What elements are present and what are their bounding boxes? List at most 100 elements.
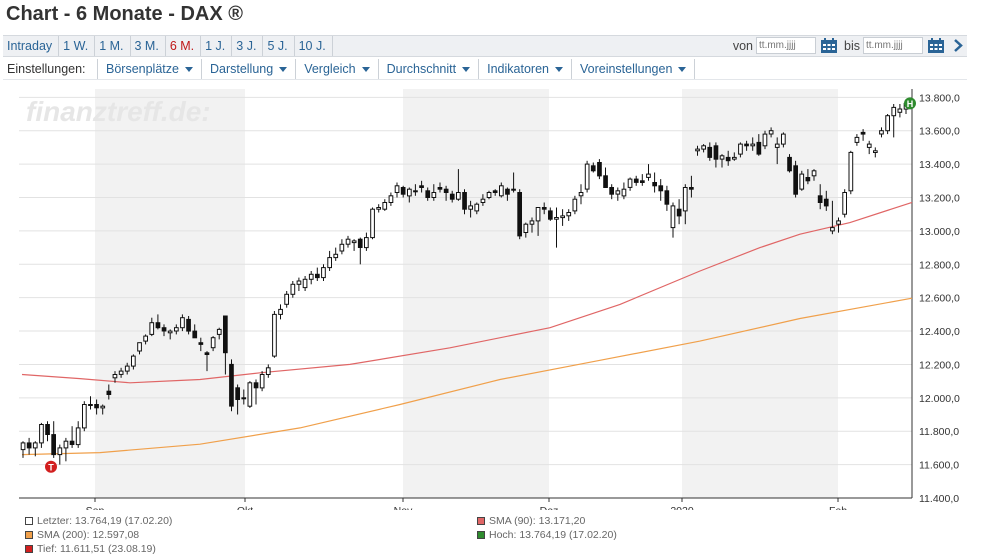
- candle-up: [265, 367, 271, 375]
- candle-up: [535, 207, 541, 222]
- candle-up: [799, 173, 805, 190]
- dropdown-darstellung[interactable]: Darstellung: [202, 58, 297, 79]
- candle-up: [830, 227, 835, 232]
- candle-down: [186, 318, 191, 332]
- tab-range[interactable]: Intraday: [3, 36, 60, 56]
- candle-up: [296, 280, 302, 285]
- candle-down: [658, 185, 664, 192]
- candle-down: [161, 327, 167, 332]
- candle-up: [566, 212, 572, 217]
- candle-up: [774, 143, 780, 148]
- candle-up: [879, 130, 884, 135]
- caret-down-icon: [554, 66, 563, 72]
- y-tick-label: 13.200,0: [919, 193, 960, 205]
- tab-range[interactable]: 10 J.: [295, 36, 333, 56]
- candle-up: [308, 273, 314, 280]
- calendar-icon[interactable]: [820, 37, 838, 54]
- caret-down-icon: [279, 66, 288, 72]
- tab-range[interactable]: 5 J.: [263, 36, 295, 56]
- chevron-right-icon[interactable]: [951, 37, 965, 54]
- y-tick-label: 13.000,0: [919, 226, 960, 238]
- candle-up: [345, 238, 351, 245]
- candle-up: [621, 188, 627, 197]
- low-marker: [45, 460, 57, 473]
- x-tick-label: Feb: [829, 505, 847, 510]
- candle-up: [750, 143, 756, 147]
- candle-up: [695, 148, 700, 152]
- x-tick-label: Okt: [237, 505, 253, 510]
- candle-down: [106, 390, 112, 396]
- candle-down: [198, 342, 204, 345]
- candle-down: [155, 322, 161, 329]
- candle-up: [100, 405, 106, 409]
- candle-down: [462, 192, 467, 210]
- candle-down: [449, 193, 455, 200]
- candle-up: [284, 293, 289, 305]
- candle-down: [793, 165, 798, 195]
- candle-up: [272, 313, 277, 357]
- to-date-input[interactable]: [863, 37, 923, 54]
- calendar-icon[interactable]: [927, 37, 945, 54]
- candle-down: [192, 330, 198, 339]
- candle-up: [143, 335, 149, 342]
- settings-bar: Einstellungen: Börsenplätze Darstellung …: [3, 58, 967, 80]
- candle-up: [247, 382, 253, 407]
- candle-up: [701, 145, 706, 150]
- price-chart[interactable]: 11.400,0 11.600,0 11.800,0 12.000,0 12.200,0…: [0, 84, 982, 510]
- candle-down: [505, 188, 510, 195]
- candle-down: [517, 192, 522, 237]
- range-tabs: Intraday 1 W. 1 M. 3 M. 6 M. 1 J. 3 J. 5 J. 10 J…: [3, 36, 333, 56]
- candle-down: [26, 442, 32, 449]
- tab-range[interactable]: 1 W.: [59, 36, 96, 56]
- month-band: [95, 89, 245, 498]
- dropdown-boersenplaetze[interactable]: Börsenplätze: [98, 58, 202, 79]
- from-date-input[interactable]: [756, 37, 817, 54]
- dropdown-durchschnitt[interactable]: Durchschnitt: [379, 58, 480, 79]
- candle-down: [676, 208, 682, 217]
- candle-up: [836, 220, 841, 225]
- dropdown-vergleich[interactable]: Vergleich: [296, 58, 379, 79]
- legend-sma90: SMA (90): 13.171,20: [477, 515, 585, 527]
- candle-down: [253, 382, 259, 389]
- dropdown-indikatoren[interactable]: Indikatoren: [479, 58, 572, 79]
- candle-up: [468, 205, 473, 210]
- candle-up: [131, 355, 136, 367]
- candle-up: [82, 404, 87, 429]
- month-band: [403, 89, 549, 498]
- y-tick-label: 12.400,0: [919, 326, 960, 338]
- tab-range[interactable]: 3 J.: [232, 36, 264, 56]
- candle-up: [88, 404, 93, 406]
- candle-up: [584, 163, 590, 190]
- tab-range[interactable]: 1 M.: [95, 36, 131, 56]
- candle-up: [351, 240, 357, 244]
- dropdown-voreinstellungen[interactable]: Voreinstellungen: [572, 58, 696, 79]
- candle-up: [364, 237, 369, 249]
- candle-up: [627, 178, 633, 188]
- candle-up: [554, 217, 559, 220]
- candle-down: [425, 190, 431, 199]
- candle-up: [174, 327, 179, 332]
- candle-up: [32, 442, 38, 449]
- candle-up: [885, 115, 890, 132]
- candle-up: [290, 283, 296, 295]
- candle-up: [456, 192, 461, 200]
- caret-down-icon: [678, 66, 687, 72]
- tab-range[interactable]: 6 M.: [166, 36, 202, 56]
- candle-up: [615, 190, 621, 195]
- candle-down: [707, 146, 713, 158]
- candle-up: [480, 198, 486, 203]
- low-marker-label: T: [48, 462, 54, 472]
- candle-down: [664, 190, 670, 205]
- tab-range[interactable]: 3 M.: [131, 36, 166, 56]
- y-tick-label: 13.600,0: [919, 126, 960, 138]
- candle-up: [413, 190, 418, 193]
- tab-range[interactable]: 1 J.: [201, 36, 233, 56]
- candle-up: [259, 374, 265, 389]
- candle-up: [646, 173, 651, 178]
- candle-up: [738, 143, 743, 155]
- legend-swatch: [25, 531, 33, 539]
- candle-up: [511, 188, 516, 191]
- candle-up: [382, 202, 388, 210]
- candle-down: [94, 404, 99, 409]
- candle-down: [860, 131, 866, 135]
